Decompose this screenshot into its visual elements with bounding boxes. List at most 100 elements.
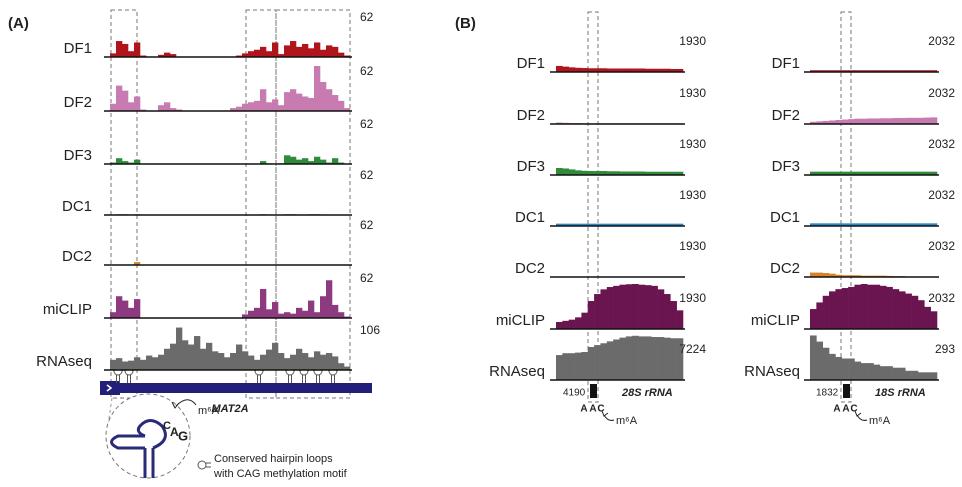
coverage-bar xyxy=(670,171,677,175)
coverage-bar xyxy=(248,355,255,370)
coverage-bar xyxy=(619,284,627,329)
coverage-bar xyxy=(829,273,836,277)
coverage-bar xyxy=(600,68,608,72)
position-marker xyxy=(590,384,597,398)
coverage-bar xyxy=(848,286,855,329)
coverage-bar xyxy=(194,336,201,370)
coverage-bar xyxy=(867,171,874,175)
track-scale: 2032 xyxy=(928,239,955,253)
coverage-bar xyxy=(892,367,900,380)
coverage-bar xyxy=(248,51,255,57)
coverage-bar xyxy=(638,223,646,226)
coverage-bar xyxy=(128,51,135,57)
track-label: DF3 xyxy=(517,158,545,175)
position-marker xyxy=(843,384,850,398)
coverage-bar xyxy=(284,312,291,318)
coverage-bar xyxy=(587,223,595,226)
track-label: DC1 xyxy=(770,209,800,226)
coverage-bar xyxy=(320,296,327,318)
coverage-bar xyxy=(606,171,614,175)
track-scale: 293 xyxy=(935,342,955,356)
coverage-bar xyxy=(854,361,862,380)
track-label: miCLIP xyxy=(43,301,92,318)
motif-mark: m⁶A xyxy=(616,415,638,427)
coverage-bar xyxy=(930,171,938,175)
coverage-bar xyxy=(848,223,855,226)
coverage-bar xyxy=(651,68,658,72)
coverage-bar xyxy=(619,68,627,72)
coverage-bar xyxy=(911,117,919,124)
coverage-bar xyxy=(613,68,620,72)
coverage-bar xyxy=(581,170,589,175)
coverage-bar xyxy=(873,364,881,380)
coverage-bar xyxy=(587,171,595,175)
highlight-box xyxy=(110,9,138,399)
track-label: miCLIP xyxy=(496,312,545,329)
track-scale: 62 xyxy=(360,64,374,78)
coverage-bar xyxy=(886,366,893,380)
coverage-bar xyxy=(917,223,925,226)
coverage-bar xyxy=(326,89,333,111)
coverage-bar xyxy=(116,41,123,57)
coverage-bar xyxy=(338,52,345,57)
coverage-bar xyxy=(326,353,333,370)
coverage-bar xyxy=(867,363,874,380)
coverage-bar xyxy=(600,343,608,380)
coverage-bar xyxy=(917,171,925,175)
coverage-bar xyxy=(338,312,345,318)
coverage-bar xyxy=(581,223,589,226)
coverage-bar xyxy=(917,117,925,124)
coverage-bar xyxy=(810,309,817,329)
coverage-bar xyxy=(110,359,117,370)
track-scale: 2032 xyxy=(928,86,955,100)
inset-letter: G xyxy=(178,428,188,443)
legend-icon xyxy=(197,460,211,470)
coverage-bar xyxy=(841,223,849,226)
coverage-bar xyxy=(873,70,881,72)
coverage-bar xyxy=(314,66,321,111)
coverage-bar xyxy=(917,372,925,380)
coverage-bar xyxy=(854,171,862,175)
coverage-bar xyxy=(308,161,315,164)
coverage-bar xyxy=(829,171,836,175)
coverage-bar xyxy=(676,223,684,226)
inset-letter: C xyxy=(163,420,171,432)
coverage-bar xyxy=(260,354,267,370)
coverage-bar xyxy=(841,358,849,380)
coverage-bar xyxy=(930,372,938,380)
coverage-bar xyxy=(556,168,563,175)
coverage-bar xyxy=(326,280,333,318)
coverage-bar xyxy=(822,70,830,72)
track-label: DF1 xyxy=(517,55,545,72)
coverage-bar xyxy=(568,223,576,226)
coverage-bar xyxy=(326,45,333,57)
coverage-bar xyxy=(632,171,639,175)
coverage-bar xyxy=(284,358,291,370)
coverage-bar xyxy=(632,284,639,329)
coverage-bar xyxy=(575,223,582,226)
coverage-bar xyxy=(905,117,912,124)
coverage-bar xyxy=(556,322,563,329)
start-position: 1832 xyxy=(816,388,839,399)
coverage-bar xyxy=(314,156,321,164)
coverage-bar xyxy=(158,54,165,57)
coverage-bar xyxy=(835,120,843,124)
coverage-bar xyxy=(170,343,177,370)
coverage-bar xyxy=(835,171,843,175)
coverage-bar xyxy=(835,70,843,72)
coverage-bar xyxy=(568,353,576,380)
coverage-bar xyxy=(302,158,309,164)
hairpin-stem xyxy=(288,375,292,383)
coverage-bar xyxy=(854,275,862,277)
coverage-bar xyxy=(930,117,938,124)
coverage-bar xyxy=(146,355,153,370)
coverage-bar xyxy=(638,336,646,380)
coverage-bar xyxy=(254,307,261,318)
inset-letter: A xyxy=(170,425,179,439)
coverage-bar xyxy=(810,70,817,72)
coverage-bar xyxy=(320,354,327,370)
motif-letter: A xyxy=(842,404,849,415)
coverage-bar xyxy=(581,312,589,329)
coverage-bar xyxy=(860,171,868,175)
